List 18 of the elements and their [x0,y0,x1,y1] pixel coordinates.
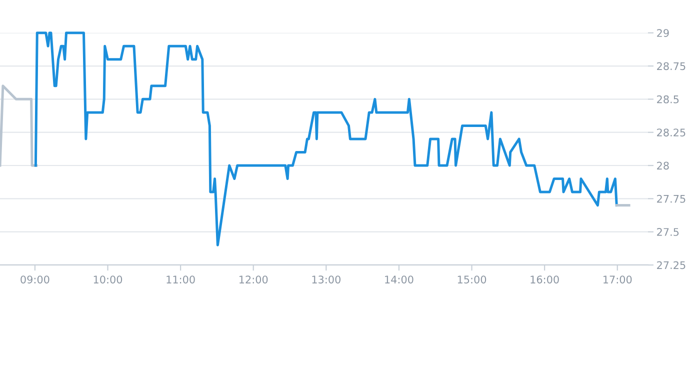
y-tick-label: 28.5 [657,95,679,104]
x-tick-label: 15:00 [458,276,486,284]
x-tick-label: 17:00 [604,276,632,284]
x-tick-label: 13:00 [312,276,340,284]
x-tick-label: 09:00 [20,276,50,284]
y-tick-label: 28 [657,162,669,170]
y-tick-label: 27.5 [657,228,679,236]
x-tick-label: 11:00 [166,276,195,284]
x-tick-label: 12:00 [239,276,268,284]
x-tick-label: 14:00 [385,276,414,284]
x-tick-label: 10:00 [94,276,122,284]
y-tick-label: 28.75 [657,62,686,70]
y-tick-label: 27.75 [657,194,686,203]
line-series [34,32,618,246]
y-tick-label: 27.25 [657,261,686,270]
y-tick-label: 28.25 [657,128,686,136]
y-tick-label: 29 [657,29,669,37]
x-tick-label: 16:00 [530,276,559,284]
